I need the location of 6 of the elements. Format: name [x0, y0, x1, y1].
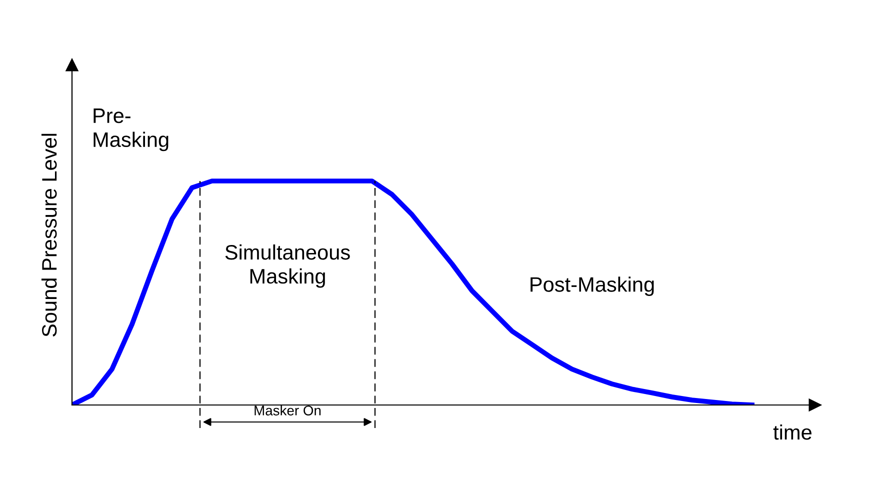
annotation: Post-Masking — [530, 276, 654, 296]
y-axis-title: Sound Pressure Level — [41, 134, 57, 337]
annotation: Simultaneous Masking — [225, 244, 350, 288]
text: Masker On — [254, 405, 321, 416]
text: Pre- Masking — [94, 108, 168, 152]
x-axis-title: time — [773, 424, 812, 440]
